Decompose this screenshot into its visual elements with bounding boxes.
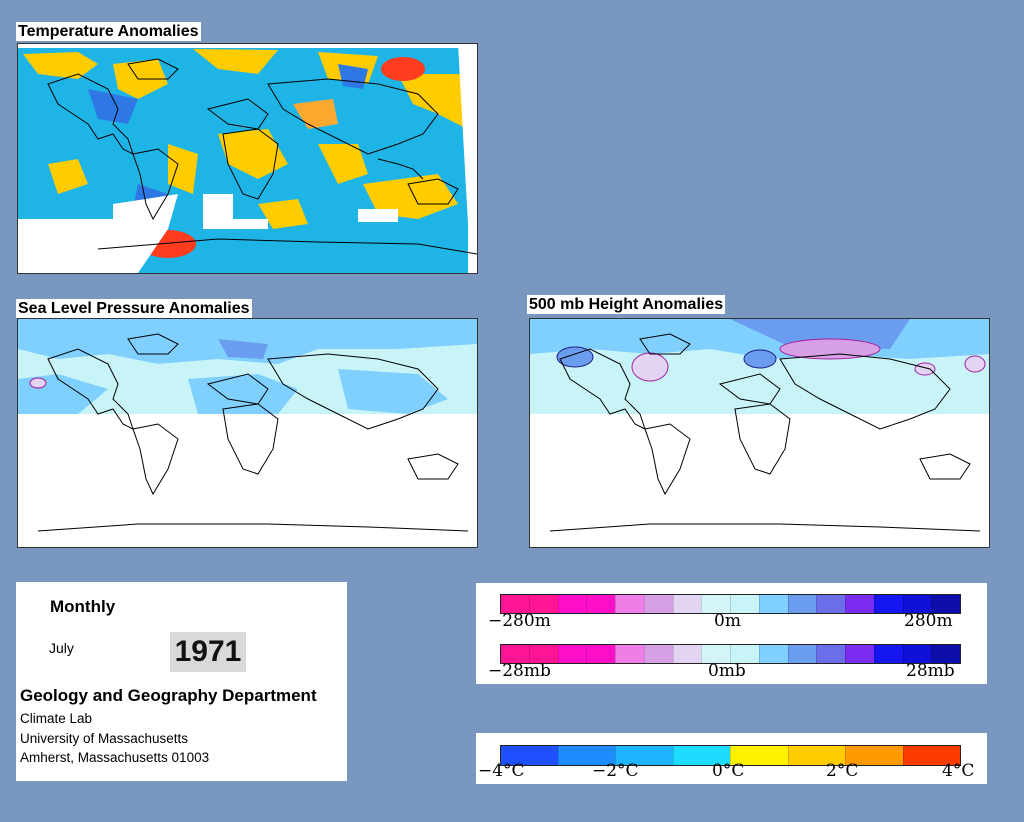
height-max-label: 280m — [904, 611, 953, 631]
height-swatch — [758, 595, 788, 613]
height-swatch — [586, 595, 615, 613]
pressure-swatch — [931, 645, 960, 663]
height-swatch — [873, 595, 903, 613]
temp-label-neg4: −4°C — [478, 761, 525, 781]
height-swatch — [501, 595, 529, 613]
height-min-label: −280m — [488, 611, 551, 631]
pressure-swatch — [873, 645, 903, 663]
height-swatch — [845, 595, 874, 613]
temperature-swatch — [902, 746, 960, 765]
temp-label-2: 2°C — [826, 761, 859, 781]
temperature-swatch — [845, 746, 903, 765]
pressure-swatch — [586, 645, 615, 663]
height500-title: 500 mb Height Anomalies — [527, 295, 726, 314]
department-label: Geology and Geography Department — [20, 686, 317, 705]
height-swatch — [643, 595, 673, 613]
pressure-max-label: 28mb — [906, 661, 955, 681]
temp-label-0: 0°C — [712, 761, 745, 781]
temp-label-4: 4°C — [942, 761, 975, 781]
height-mid-label: 0m — [714, 611, 741, 631]
slp-title: Sea Level Pressure Anomalies — [16, 299, 252, 318]
height-pressure-legend: −280m 0m 280m −28mb 0mb 28mb — [476, 583, 987, 684]
temp-label-neg2: −2°C — [592, 761, 639, 781]
university-label: University of Massachusetts — [20, 731, 189, 746]
height-colorbar — [500, 594, 961, 614]
month-label: July — [49, 640, 74, 656]
temperature-swatch — [557, 746, 615, 765]
height-swatch — [557, 595, 587, 613]
temperature-swatch — [615, 746, 673, 765]
frequency-label: Monthly — [50, 597, 116, 616]
pressure-swatch — [845, 645, 874, 663]
height-swatch — [730, 595, 759, 613]
temperature-title: Temperature Anomalies — [16, 22, 201, 41]
height-swatch — [902, 595, 932, 613]
pressure-swatch — [787, 645, 817, 663]
pressure-min-label: −28mb — [488, 661, 551, 681]
height-swatch — [931, 595, 960, 613]
height500-anomaly-map — [529, 318, 990, 548]
height-swatch — [615, 595, 644, 613]
height-swatch — [701, 595, 730, 613]
pressure-swatch — [701, 645, 730, 663]
pressure-swatch — [730, 645, 759, 663]
height-swatch — [528, 595, 558, 613]
temperature-swatch — [501, 746, 558, 765]
temperature-swatch — [672, 746, 730, 765]
pressure-swatch — [902, 645, 932, 663]
pressure-colorbar — [500, 644, 961, 664]
temperature-swatch — [787, 746, 845, 765]
temperature-anomaly-map — [17, 43, 478, 274]
pressure-swatch — [758, 645, 788, 663]
lab-label: Climate Lab — [20, 711, 93, 726]
year-label: 1971 — [170, 632, 246, 672]
address-label: Amherst, Massachusetts 01003 — [20, 750, 210, 765]
temperature-legend: −4°C −2°C 0°C 2°C 4°C — [476, 733, 987, 784]
pressure-swatch — [557, 645, 587, 663]
pressure-swatch — [528, 645, 558, 663]
pressure-swatch — [672, 645, 702, 663]
temperature-swatch — [730, 746, 788, 765]
pressure-swatch — [501, 645, 529, 663]
height-swatch — [787, 595, 817, 613]
info-box: Monthly July 1971 Geology and Geography … — [16, 582, 347, 781]
height-swatch — [672, 595, 702, 613]
pressure-swatch — [615, 645, 644, 663]
temperature-colorbar — [500, 745, 961, 766]
pressure-swatch — [816, 645, 845, 663]
slp-anomaly-map — [17, 318, 478, 548]
pressure-swatch — [643, 645, 673, 663]
pressure-mid-label: 0mb — [708, 661, 746, 681]
height-swatch — [816, 595, 845, 613]
